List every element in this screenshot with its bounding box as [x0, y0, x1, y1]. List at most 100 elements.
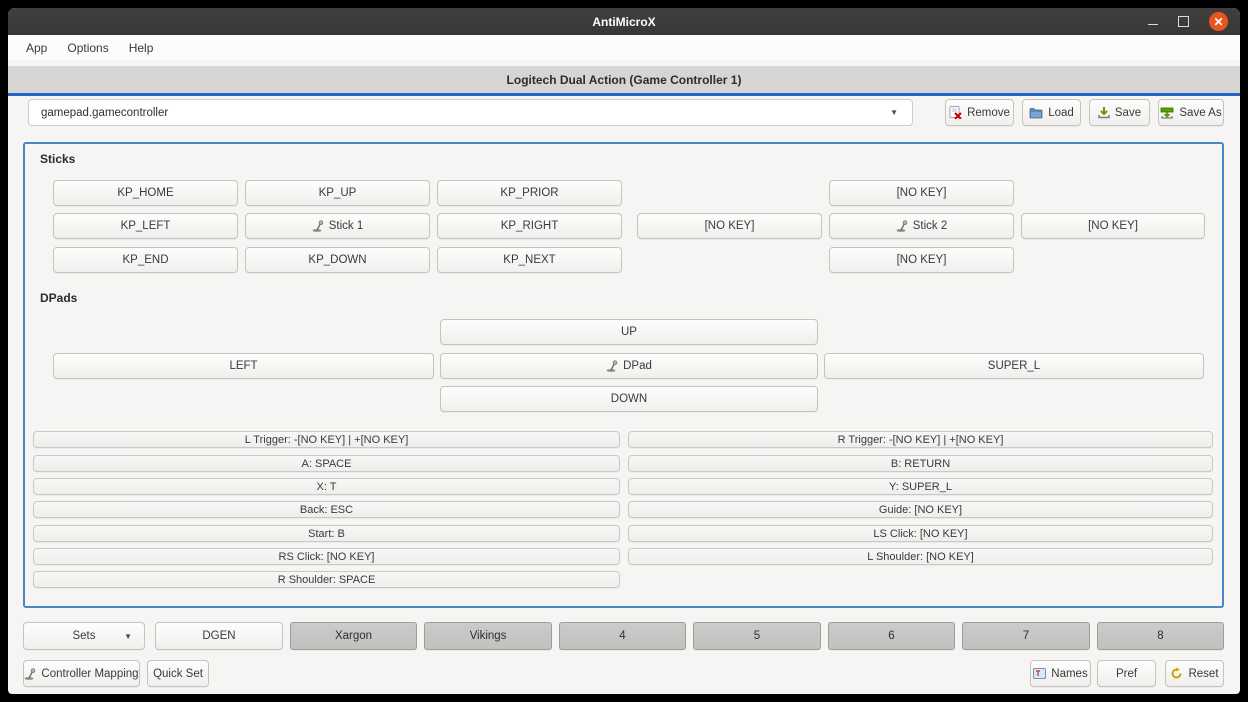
- r-shoulder-button[interactable]: R Shoulder: SPACE: [33, 571, 620, 588]
- button-label: LS Click: [NO KEY]: [873, 527, 968, 540]
- dpad-button[interactable]: DPad: [440, 353, 818, 379]
- l-trigger-button[interactable]: L Trigger: -[NO KEY] | +[NO KEY]: [33, 431, 620, 448]
- set-tab-label: Xargon: [334, 630, 373, 642]
- controller-mapping-button[interactable]: Controller Mapping: [23, 660, 140, 687]
- reset-button[interactable]: Reset: [1165, 660, 1224, 687]
- joystick-icon: [24, 667, 36, 680]
- sets-dropdown[interactable]: Sets ▼: [23, 622, 145, 650]
- save-button-label: Save: [1114, 106, 1142, 119]
- dpad-up-button[interactable]: UP: [440, 319, 818, 345]
- dpad-down-button[interactable]: DOWN: [440, 386, 818, 412]
- set-tab-6[interactable]: 6: [828, 622, 955, 650]
- dpad-left-button[interactable]: LEFT: [53, 353, 434, 379]
- button-label: DOWN: [610, 393, 648, 405]
- stick2-up-button[interactable]: [NO KEY]: [829, 180, 1014, 206]
- remove-icon: [949, 106, 962, 119]
- rs-click-button[interactable]: RS Click: [NO KEY]: [33, 548, 620, 565]
- maximize-icon[interactable]: [1178, 16, 1189, 27]
- start-button[interactable]: Start: B: [33, 525, 620, 542]
- controller-tab-label: Logitech Dual Action (Game Controller 1): [506, 72, 742, 87]
- joystick-icon: [896, 220, 908, 232]
- save-button[interactable]: Save: [1089, 99, 1150, 126]
- stick1-up-right-button[interactable]: KP_PRIOR: [437, 180, 622, 206]
- set-tab-label: DGEN: [202, 630, 236, 642]
- a-button[interactable]: A: SPACE: [33, 455, 620, 472]
- back-button[interactable]: Back: ESC: [33, 501, 620, 518]
- button-label: RS Click: [NO KEY]: [278, 550, 375, 563]
- remove-button[interactable]: Remove: [945, 99, 1014, 126]
- b-button[interactable]: B: RETURN: [628, 455, 1213, 472]
- stick1-down-right-button[interactable]: KP_NEXT: [437, 247, 622, 273]
- stick2-right-button[interactable]: [NO KEY]: [1021, 213, 1205, 239]
- stick1-up-button[interactable]: KP_UP: [245, 180, 430, 206]
- stick2-left-button[interactable]: [NO KEY]: [637, 213, 822, 239]
- x-button[interactable]: X: T: [33, 478, 620, 495]
- names-icon: [1033, 668, 1047, 679]
- load-button[interactable]: Load: [1022, 99, 1081, 126]
- button-label: A: SPACE: [301, 457, 352, 470]
- names-button[interactable]: Names: [1030, 660, 1091, 687]
- button-label: [NO KEY]: [1088, 220, 1138, 232]
- button-label: B: RETURN: [890, 457, 951, 470]
- l-shoulder-button[interactable]: L Shoulder: [NO KEY]: [628, 548, 1213, 565]
- set-tab-label: 5: [753, 630, 761, 642]
- chevron-down-icon: ▼: [890, 108, 898, 117]
- stick2-down-button[interactable]: [NO KEY]: [829, 247, 1014, 273]
- stick1-down-left-button[interactable]: KP_END: [53, 247, 238, 273]
- guide-button[interactable]: Guide: [NO KEY]: [628, 501, 1213, 518]
- dpad-right-button[interactable]: SUPER_L: [824, 353, 1204, 379]
- button-label: Start: B: [308, 527, 345, 540]
- set-tab-label: 6: [888, 630, 895, 642]
- titlebar[interactable]: AntiMicroX ✕: [8, 8, 1240, 35]
- set-tab-3[interactable]: Vikings: [424, 622, 552, 650]
- reset-icon: [1170, 667, 1183, 680]
- menu-help[interactable]: Help: [128, 40, 154, 55]
- button-label: KP_END: [122, 254, 169, 266]
- set-tab-label: 8: [1157, 630, 1164, 642]
- joystick-icon: [606, 360, 618, 372]
- set-tab-5[interactable]: 5: [693, 622, 821, 650]
- stick1-right-button[interactable]: KP_RIGHT: [437, 213, 622, 239]
- set-tab-8[interactable]: 8: [1097, 622, 1224, 650]
- profile-combobox[interactable]: gamepad.gamecontroller ▼: [28, 99, 913, 126]
- save-as-button[interactable]: Save As: [1158, 99, 1224, 126]
- stick1-left-button[interactable]: KP_LEFT: [53, 213, 238, 239]
- quick-set-button[interactable]: Quick Set: [147, 660, 209, 687]
- y-button[interactable]: Y: SUPER_L: [628, 478, 1213, 495]
- button-label: KP_HOME: [117, 187, 174, 199]
- button-label: L Trigger: -[NO KEY] | +[NO KEY]: [244, 433, 409, 446]
- set-tab-label: 4: [619, 630, 626, 642]
- controller-mapping-label: Controller Mapping: [41, 667, 139, 680]
- dpads-section-label: DPads: [40, 291, 78, 305]
- set-tab-2[interactable]: Xargon: [290, 622, 417, 650]
- button-label: KP_LEFT: [120, 220, 171, 232]
- r-trigger-button[interactable]: R Trigger: -[NO KEY] | +[NO KEY]: [628, 431, 1213, 448]
- menu-app[interactable]: App: [26, 40, 48, 55]
- chevron-down-icon: ▼: [124, 631, 132, 641]
- controller-tab[interactable]: Logitech Dual Action (Game Controller 1): [8, 66, 1240, 96]
- button-label: [NO KEY]: [896, 254, 947, 266]
- stick1-button[interactable]: Stick 1: [245, 213, 430, 239]
- stick1-down-button[interactable]: KP_DOWN: [245, 247, 430, 273]
- stick2-button[interactable]: Stick 2: [829, 213, 1014, 239]
- sticks-section-label: Sticks: [40, 152, 76, 166]
- save-icon: [1098, 106, 1110, 119]
- close-icon[interactable]: ✕: [1209, 12, 1228, 31]
- menu-options[interactable]: Options: [67, 40, 109, 55]
- button-label: X: T: [316, 480, 337, 493]
- stick1-up-left-button[interactable]: KP_HOME: [53, 180, 238, 206]
- button-label: Stick 2: [912, 220, 948, 232]
- button-label: R Trigger: -[NO KEY] | +[NO KEY]: [837, 433, 1004, 446]
- minimize-icon[interactable]: [1148, 23, 1158, 26]
- window-controls: ✕: [1148, 8, 1228, 35]
- save-as-icon: [1160, 106, 1174, 119]
- ls-click-button[interactable]: LS Click: [NO KEY]: [628, 525, 1213, 542]
- set-tab-7[interactable]: 7: [962, 622, 1090, 650]
- pref-button[interactable]: Pref: [1097, 660, 1156, 687]
- set-tab-label: Vikings: [469, 630, 507, 642]
- set-tab-1[interactable]: DGEN: [155, 622, 283, 650]
- reset-label: Reset: [1188, 667, 1219, 680]
- set-tab-4[interactable]: 4: [559, 622, 686, 650]
- button-label: Guide: [NO KEY]: [878, 503, 963, 516]
- button-label: L Shoulder: [NO KEY]: [867, 550, 974, 563]
